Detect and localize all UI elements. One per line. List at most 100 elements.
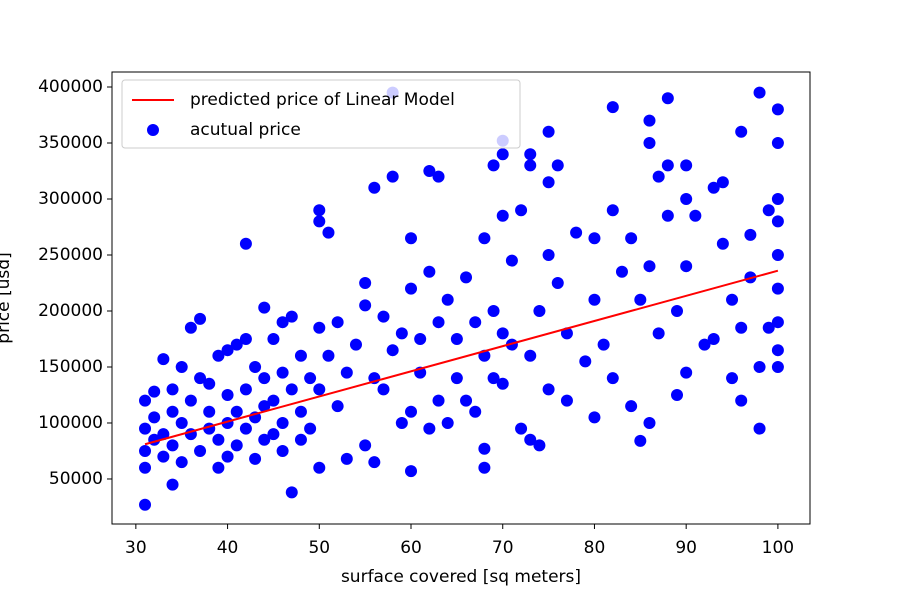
x-tick-label: 100 [762,538,794,558]
scatter-point [643,137,656,150]
scatter-point [175,416,188,429]
scatter-point [707,332,720,345]
scatter-point [139,394,152,407]
scatter-point [735,125,748,138]
scatter-point [643,260,656,273]
scatter-point [349,338,362,351]
scatter-point [542,383,555,396]
scatter-point [221,388,234,401]
scatter-point [139,461,152,474]
scatter-point [386,170,399,183]
scatter-point [139,422,152,435]
scatter-point [643,416,656,429]
scatter-point [340,366,353,379]
scatter-point [331,400,344,413]
scatter-point [139,498,152,511]
scatter-point [680,366,693,379]
x-tick-label: 50 [308,538,330,558]
x-tick-label: 60 [400,538,422,558]
y-tick-label: 250000 [38,245,103,265]
scatter-point [239,332,252,345]
scatter-point [771,282,784,295]
scatter-point [533,439,546,452]
scatter-point [496,148,509,161]
scatter-point [771,248,784,261]
scatter-point [184,394,197,407]
scatter-point [524,433,537,446]
scatter-point [515,422,528,435]
scatter-point [212,461,225,474]
scatter-point [524,159,537,172]
scatter-point [221,450,234,463]
x-axis-label: surface covered [sq meters] [341,567,581,587]
scatter-point [707,181,720,194]
scatter-point [221,344,234,357]
scatter-point [689,209,702,222]
scatter-point [405,232,418,245]
scatter-point [680,192,693,205]
scatter-point [267,428,280,441]
scatter-point [405,465,418,478]
scatter-point [249,360,262,373]
scatter-point [157,428,170,441]
scatter-point [634,434,647,447]
x-tick-label: 70 [492,538,514,558]
scatter-point [423,265,436,278]
scatter-point [652,327,665,340]
scatter-point [661,209,674,222]
scatter-point [276,416,289,429]
scatter-point [588,232,601,245]
scatter-point [771,137,784,150]
scatter-point [771,103,784,116]
scatter-point [432,170,445,183]
scatter-point [478,461,491,474]
scatter-point [230,405,243,418]
scatter-point [258,301,271,314]
scatter-point [313,215,326,228]
scatter-point [175,456,188,469]
scatter-point [625,400,638,413]
scatter-point [212,349,225,362]
scatter-point [166,439,179,452]
scatter-point [771,215,784,228]
legend-label: acutual price [190,120,301,140]
scatter-point [377,310,390,323]
scatter-point [716,176,729,189]
scatter-point [606,101,619,114]
scatter-point [395,416,408,429]
scatter-point [606,372,619,385]
scatter-point [680,159,693,172]
scatter-point [166,478,179,491]
scatter-point [579,355,592,368]
scatter-point [148,385,161,398]
scatter-point [652,170,665,183]
scatter-point [450,372,463,385]
scatter-point [432,394,445,407]
scatter-point [698,338,711,351]
scatter-point [487,159,500,172]
scatter-point [671,388,684,401]
scatter-point [762,204,775,217]
scatter-point [157,353,170,366]
scatter-point [139,444,152,457]
scatter-point [359,299,372,312]
scatter-point [551,276,564,289]
scatter-point [359,439,372,452]
scatter-point [542,176,555,189]
scatter-point [524,349,537,362]
scatter-point [441,416,454,429]
scatter-point [276,444,289,457]
scatter-point [395,327,408,340]
scatter-point [478,232,491,245]
scatter-point [368,181,381,194]
scatter-point [460,394,473,407]
scatter-point [469,316,482,329]
scatter-point [515,204,528,217]
scatter-point [377,383,390,396]
scatter-point [487,372,500,385]
scatter-point [661,92,674,105]
scatter-point [304,372,317,385]
scatter-point [661,159,674,172]
scatter-point [239,422,252,435]
scatter-point [239,383,252,396]
